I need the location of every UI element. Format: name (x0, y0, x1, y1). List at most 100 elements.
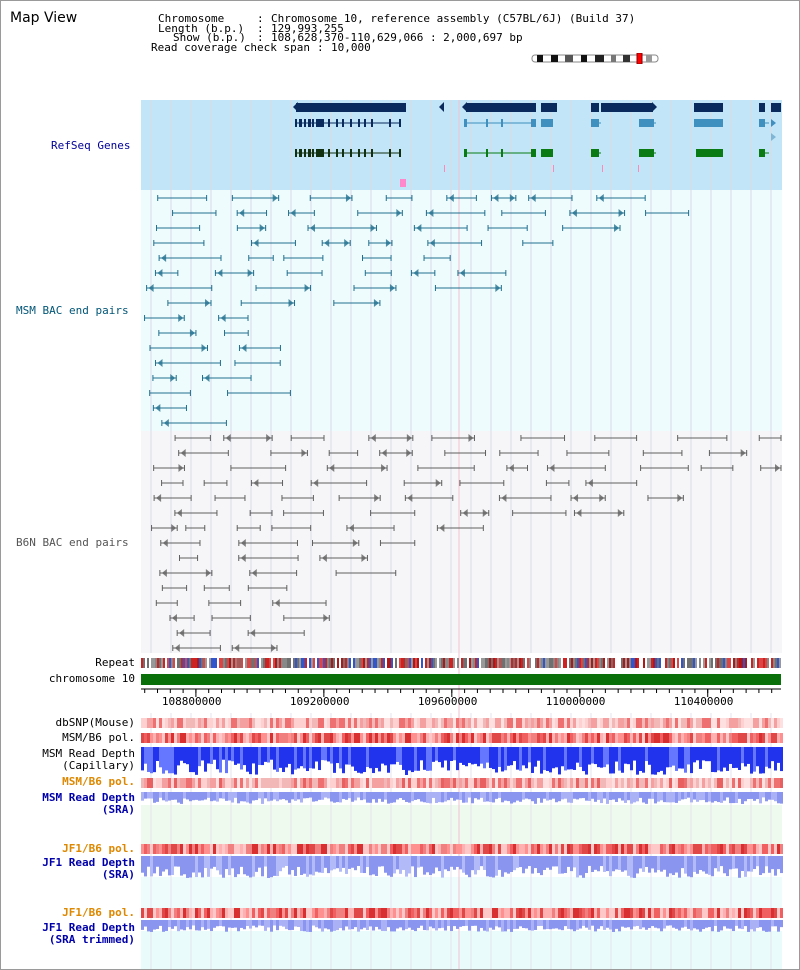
repeat-segment (283, 658, 285, 668)
jf1-b6-pol-heat (432, 844, 435, 854)
repeat-segment (361, 658, 363, 668)
jf1-depth-trim-bar (669, 920, 672, 926)
msm-depth-capillary-bar (291, 747, 294, 775)
jf1-b6-pol-trim-heat (471, 908, 474, 918)
msm-depth-sra-bar (558, 792, 561, 802)
msm-b6-pol-sra-heat (294, 778, 297, 788)
chromosome-ideogram[interactable] (531, 53, 659, 64)
msm-depth-sra-bar (423, 792, 426, 803)
jf1-depth-trim-bar (246, 920, 249, 927)
msm-b6-pol-sra-heat (669, 778, 672, 788)
repeat-segment (273, 658, 275, 668)
jf1-b6-pol-heat (621, 844, 624, 854)
jf1-depth-trim-bar (657, 920, 660, 929)
repeat-segment (353, 658, 355, 668)
msm-depth-sra-bar (711, 792, 714, 803)
dbsnp-heat (612, 718, 615, 728)
repeat-segment (711, 658, 713, 668)
dbsnp-heat (555, 718, 558, 728)
msm-bac-end-marker (373, 299, 379, 307)
jf1-depth-trim-bar (720, 920, 723, 931)
msm-depth-sra-bar (597, 792, 600, 800)
jf1-b6-pol-heat (606, 844, 609, 854)
jf1-b6-pol-heat (324, 844, 327, 854)
msm-depth-capillary-bar (678, 747, 681, 769)
jf1-b6-pol-heat (243, 844, 246, 854)
msm-depth-sra-bar (204, 792, 207, 800)
msm-depth-capillary-bar (510, 747, 513, 766)
repeat-segment (317, 658, 319, 668)
jf1-depth-sra-bar (780, 856, 783, 874)
jf1-depth-trim-bar (186, 920, 189, 928)
jf1-depth-trim-bar (207, 920, 210, 929)
repeat-segment (655, 658, 657, 668)
jf1-b6-pol-trim-heat (489, 908, 492, 918)
jf1-b6-pol-heat (651, 844, 654, 854)
refseq-mrna-exon (696, 149, 723, 157)
dbsnp-heat (675, 718, 678, 728)
repeat-segment (187, 658, 189, 668)
msm-depth-sra-bar (741, 792, 744, 804)
msm-b6-pol-heat (339, 733, 342, 743)
dbsnp-heat (285, 718, 288, 728)
jf1-b6-pol-trim-heat (636, 908, 639, 918)
msm-b6-pol-sra-heat (399, 778, 402, 788)
msm-depth-capillary-bar (771, 747, 774, 762)
dbsnp-heat (717, 718, 720, 728)
jf1-b6-pol-heat (564, 844, 567, 854)
dbsnp-heat (750, 718, 753, 728)
jf1-b6-pol-trim-heat (486, 908, 489, 918)
dbsnp-heat (639, 718, 642, 728)
dbsnp-heat (753, 718, 756, 728)
jf1-depth-sra-bar (201, 856, 204, 878)
repeat-segment (225, 658, 227, 668)
jf1-b6-pol-trim-heat (441, 908, 444, 918)
msm-b6-pol-heat (402, 733, 405, 743)
msm-depth-capillary-bar (153, 747, 156, 773)
dbsnp-heat (204, 718, 207, 728)
msm-depth-capillary-bar (687, 747, 690, 765)
msm-depth-capillary-bar (399, 747, 402, 765)
msm-b6-pol-heat (576, 733, 579, 743)
msm-depth-sra-bar (627, 792, 630, 801)
msm-b6-pol-sra-heat (429, 778, 432, 788)
repeat-segment (629, 658, 631, 668)
dbsnp-heat (369, 718, 372, 728)
msm-b6-pol-sra-heat (300, 778, 303, 788)
jf1-b6-pol-trim-heat (735, 908, 738, 918)
jf1-b6-pol-heat (276, 844, 279, 854)
msm-b6-pol-sra-heat (780, 778, 783, 788)
dbsnp-heat (489, 718, 492, 728)
jf1-b6-pol-heat (369, 844, 372, 854)
jf1-b6-pol-trim-heat (771, 908, 774, 918)
msm-depth-capillary-bar (264, 747, 267, 762)
gene-strand-arrow (462, 102, 467, 112)
msm-b6-pol-heat (417, 733, 420, 743)
repeat-segment (297, 658, 299, 668)
jf1-b6-pol-heat (210, 844, 213, 854)
jf1-b6-pol-heat (345, 844, 348, 854)
jf1-depth-sra-bar (597, 856, 600, 872)
dbsnp-heat (768, 718, 771, 728)
jf1-b6-pol-heat (462, 844, 465, 854)
msm-depth-sra-bar (180, 792, 183, 804)
msm-depth-sra-bar (492, 792, 495, 803)
jf1-depth-sra-bar (507, 856, 510, 874)
dbsnp-heat (603, 718, 606, 728)
jf1-depth-trim-bar (396, 920, 399, 929)
msm-b6-pol-heat (381, 733, 384, 743)
msm-b6-pol-sra-heat (495, 778, 498, 788)
dbsnp-heat (504, 718, 507, 728)
dbsnp-heat (759, 718, 762, 728)
jf1-b6-pol-trim-heat (696, 908, 699, 918)
msm-b6-pol-sra-heat (597, 778, 600, 788)
jf1-depth-trim-bar (633, 920, 636, 927)
jf1-depth-sra-bar (393, 856, 396, 874)
b6n-bac-end-marker (370, 434, 376, 442)
msm-b6-pol-heat (741, 733, 744, 743)
msm-b6-pol-heat (618, 733, 621, 743)
msm-b6-pol-sra-heat (336, 778, 339, 788)
jf1-depth-trim-bar (723, 920, 726, 927)
jf1-depth-trim-bar (177, 920, 180, 932)
